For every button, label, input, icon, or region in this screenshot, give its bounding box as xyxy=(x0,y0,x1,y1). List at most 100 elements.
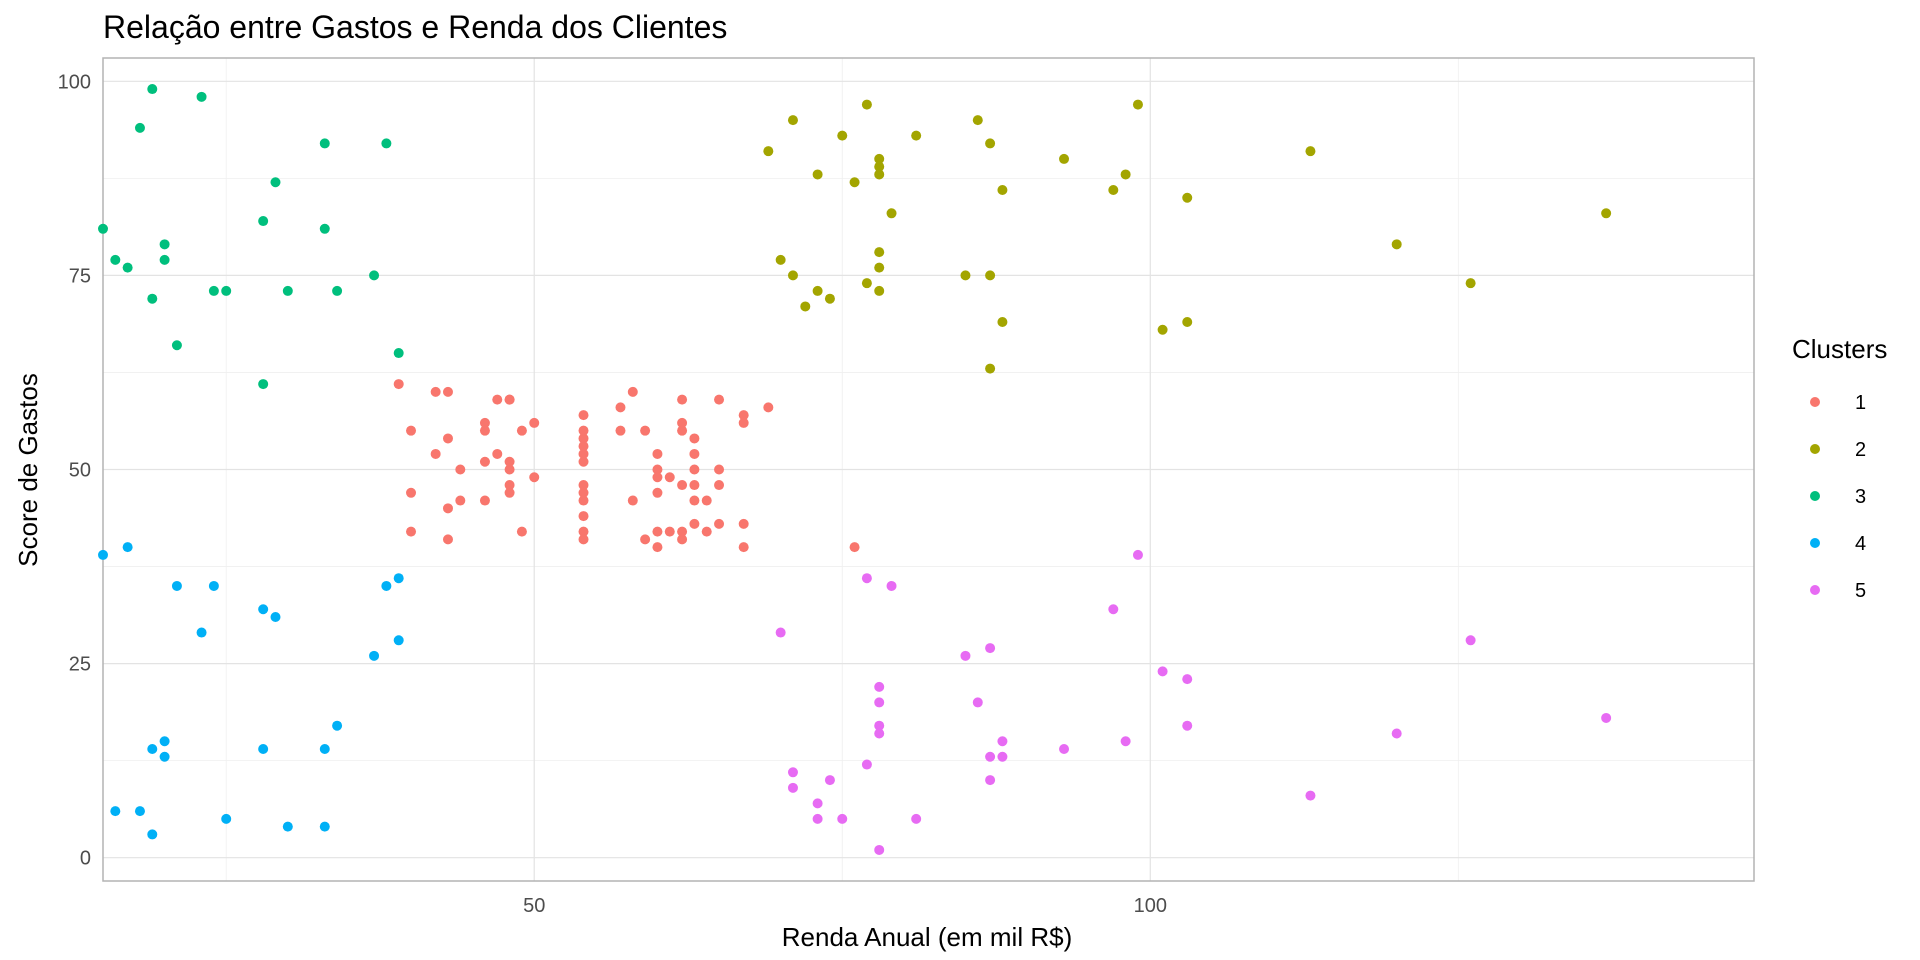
data-point-cluster-2 xyxy=(1182,316,1193,327)
data-point-cluster-1 xyxy=(479,425,490,436)
data-point-cluster-3 xyxy=(134,122,145,133)
data-point-cluster-1 xyxy=(578,410,589,421)
data-point-cluster-1 xyxy=(442,386,453,397)
data-point-cluster-5 xyxy=(861,573,872,584)
data-point-cluster-1 xyxy=(652,542,663,553)
data-points xyxy=(98,84,1612,855)
data-point-cluster-1 xyxy=(492,394,503,405)
data-point-cluster-1 xyxy=(677,394,688,405)
legend-key-4 xyxy=(1810,538,1820,548)
data-point-cluster-2 xyxy=(960,270,971,281)
data-point-cluster-2 xyxy=(763,146,774,157)
data-point-cluster-2 xyxy=(1305,146,1316,157)
data-point-cluster-1 xyxy=(763,402,774,413)
data-point-cluster-1 xyxy=(689,480,700,491)
data-point-cluster-1 xyxy=(516,425,527,436)
data-point-cluster-5 xyxy=(997,736,1008,747)
data-point-cluster-1 xyxy=(406,487,417,498)
data-point-cluster-2 xyxy=(861,278,872,289)
data-point-cluster-2 xyxy=(1157,324,1168,335)
data-point-cluster-5 xyxy=(874,728,885,739)
data-point-cluster-2 xyxy=(824,293,835,304)
data-point-cluster-4 xyxy=(110,806,121,817)
data-point-cluster-1 xyxy=(578,425,589,436)
data-point-cluster-5 xyxy=(874,844,885,855)
data-point-cluster-5 xyxy=(985,643,996,654)
data-point-cluster-1 xyxy=(689,448,700,459)
data-point-cluster-1 xyxy=(504,394,515,405)
data-point-cluster-2 xyxy=(1391,239,1402,250)
y-tick-label: 100 xyxy=(58,71,91,93)
grid xyxy=(103,58,1754,881)
data-point-cluster-1 xyxy=(578,480,589,491)
data-point-cluster-4 xyxy=(196,627,207,638)
data-point-cluster-3 xyxy=(221,285,232,296)
data-point-cluster-1 xyxy=(578,511,589,522)
data-point-cluster-4 xyxy=(171,580,182,591)
data-point-cluster-4 xyxy=(369,650,380,661)
data-point-cluster-1 xyxy=(516,526,527,537)
data-point-cluster-3 xyxy=(381,138,392,149)
data-point-cluster-1 xyxy=(627,495,638,506)
data-point-cluster-1 xyxy=(652,464,663,475)
data-point-cluster-1 xyxy=(652,448,663,459)
y-tick-label: 50 xyxy=(69,460,91,482)
data-point-cluster-3 xyxy=(332,285,343,296)
data-point-cluster-2 xyxy=(997,184,1008,195)
data-point-cluster-1 xyxy=(578,456,589,467)
data-point-cluster-4 xyxy=(147,744,158,755)
data-point-cluster-5 xyxy=(886,580,897,591)
data-point-cluster-2 xyxy=(837,130,848,141)
y-tick-label: 25 xyxy=(69,654,91,676)
data-point-cluster-1 xyxy=(578,448,589,459)
data-point-cluster-2 xyxy=(1132,99,1143,110)
data-point-cluster-5 xyxy=(874,697,885,708)
data-point-cluster-4 xyxy=(332,720,343,731)
data-point-cluster-3 xyxy=(258,216,269,227)
x-axis-title: Renda Anual (em mil R$) xyxy=(782,922,1072,952)
axis-ticks: 50 100 0 25 50 75 100 xyxy=(58,71,1167,917)
data-point-cluster-2 xyxy=(874,169,885,180)
y-tick-label: 75 xyxy=(69,265,91,287)
data-point-cluster-4 xyxy=(270,612,281,623)
data-point-cluster-1 xyxy=(578,441,589,452)
data-point-cluster-1 xyxy=(430,448,441,459)
data-point-cluster-4 xyxy=(208,580,219,591)
data-point-cluster-5 xyxy=(985,775,996,786)
legend-key-5 xyxy=(1810,585,1820,595)
data-point-cluster-4 xyxy=(319,821,330,832)
data-point-cluster-2 xyxy=(911,130,922,141)
data-point-cluster-5 xyxy=(960,650,971,661)
data-point-cluster-1 xyxy=(406,425,417,436)
x-tick-label: 100 xyxy=(1134,895,1167,917)
data-point-cluster-1 xyxy=(677,417,688,428)
data-point-cluster-1 xyxy=(652,472,663,483)
data-point-cluster-4 xyxy=(258,604,269,615)
data-point-cluster-5 xyxy=(837,813,848,824)
data-point-cluster-5 xyxy=(1157,666,1168,677)
data-point-cluster-1 xyxy=(652,487,663,498)
data-point-cluster-3 xyxy=(159,239,170,250)
plot-panel-border xyxy=(102,57,1755,882)
data-point-cluster-4 xyxy=(147,829,158,840)
data-point-cluster-3 xyxy=(282,285,293,296)
chart-title: Relação entre Gastos e Renda dos Cliente… xyxy=(103,9,727,45)
data-point-cluster-1 xyxy=(701,526,712,537)
data-point-cluster-1 xyxy=(689,433,700,444)
legend-key-1 xyxy=(1810,397,1820,407)
data-point-cluster-5 xyxy=(861,759,872,770)
data-point-cluster-4 xyxy=(393,635,404,646)
data-point-cluster-1 xyxy=(529,417,540,428)
data-point-cluster-1 xyxy=(442,503,453,514)
data-point-cluster-1 xyxy=(738,417,749,428)
data-point-cluster-1 xyxy=(714,480,725,491)
data-point-cluster-1 xyxy=(455,464,466,475)
data-point-cluster-5 xyxy=(1120,736,1131,747)
data-point-cluster-2 xyxy=(1601,208,1612,219)
data-point-cluster-2 xyxy=(787,270,798,281)
data-point-cluster-4 xyxy=(134,806,145,817)
data-point-cluster-1 xyxy=(578,526,589,537)
data-point-cluster-3 xyxy=(98,223,108,234)
data-point-cluster-4 xyxy=(393,573,404,584)
data-point-cluster-5 xyxy=(824,775,835,786)
